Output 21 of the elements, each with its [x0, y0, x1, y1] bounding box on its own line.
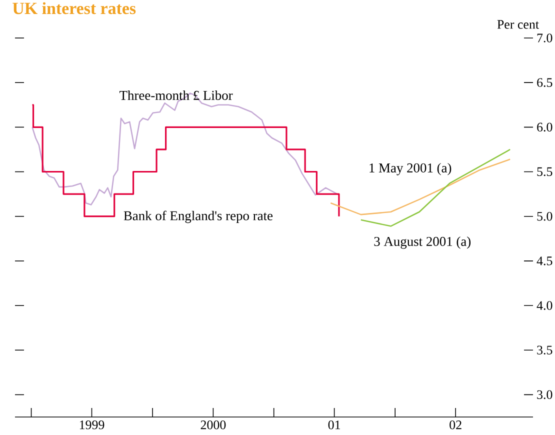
x-tick-label: 1999 — [80, 420, 104, 430]
chart-title: UK interest rates — [12, 2, 136, 14]
y-tick-label: 5.5 — [537, 167, 552, 176]
series-label: 1 May 2001 (a) — [370, 163, 452, 176]
y-tick-label: 7.0 — [537, 34, 552, 42]
series-label: 3 August 2001 (a) — [374, 236, 471, 249]
y-tick-label: 4.0 — [536, 301, 552, 310]
x-tick-label: 2000 — [200, 420, 226, 430]
y-tick-label: 4.5 — [536, 256, 552, 266]
y-tick-label: 6.0 — [537, 122, 552, 132]
y-tick-label: 6.5 — [537, 78, 552, 87]
x-tick-label: 01 — [328, 420, 340, 430]
y-axis-title: Per cent — [497, 20, 539, 29]
series-label: Bank of England's repo rate — [124, 210, 273, 224]
y-tick-label: 5.0 — [537, 212, 552, 221]
y-tick-label: 3.0 — [537, 390, 552, 400]
series-label: Three-month £ Libor — [120, 90, 233, 100]
x-tick-label: 02 — [450, 420, 462, 430]
line-series — [32, 92, 340, 206]
y-tick-label: 3.5 — [537, 346, 552, 354]
line-series — [330, 158, 511, 216]
